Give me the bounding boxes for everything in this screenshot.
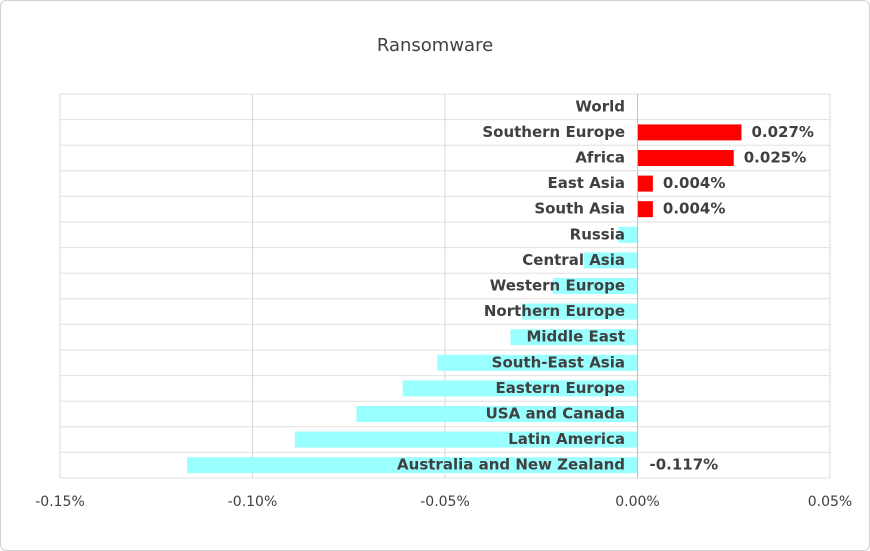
bar bbox=[552, 278, 638, 294]
value-label: 0.004% bbox=[663, 174, 725, 192]
category-label: East Asia bbox=[548, 174, 626, 192]
category-label: World bbox=[575, 97, 625, 115]
x-tick-label: 0.05% bbox=[808, 494, 852, 510]
bar bbox=[402, 380, 638, 397]
bar bbox=[510, 329, 638, 346]
bar bbox=[637, 150, 734, 166]
bar bbox=[187, 457, 638, 474]
category-label: South Asia bbox=[534, 200, 625, 218]
category-label: South-East Asia bbox=[492, 353, 625, 371]
bar bbox=[637, 175, 653, 192]
value-label: -0.117% bbox=[650, 456, 719, 474]
bar bbox=[618, 226, 638, 243]
category-label: Western Europe bbox=[490, 277, 625, 295]
category-label: Central Asia bbox=[522, 251, 625, 269]
chart-title: Ransomware bbox=[377, 35, 493, 56]
category-label: Australia and New Zealand bbox=[397, 456, 625, 474]
x-tick-label: -0.15% bbox=[35, 494, 85, 510]
category-label: Russia bbox=[570, 225, 625, 243]
category-label: Africa bbox=[575, 149, 625, 167]
x-tick-label: -0.05% bbox=[420, 494, 470, 510]
x-tick-label: -0.10% bbox=[228, 494, 278, 510]
bar bbox=[637, 124, 742, 141]
category-label: Middle East bbox=[526, 328, 625, 346]
bar bbox=[437, 354, 638, 371]
bar bbox=[583, 252, 638, 269]
category-label: Latin America bbox=[508, 430, 625, 448]
category-label: USA and Canada bbox=[486, 405, 625, 423]
bar bbox=[294, 431, 638, 448]
bar bbox=[522, 303, 638, 320]
value-label: 0.004% bbox=[663, 200, 725, 218]
category-label: Eastern Europe bbox=[496, 379, 625, 397]
value-label: 0.025% bbox=[744, 149, 806, 167]
category-label: Northern Europe bbox=[484, 302, 625, 320]
bar bbox=[356, 406, 638, 422]
value-label: 0.027% bbox=[751, 123, 813, 141]
category-label: Southern Europe bbox=[482, 123, 625, 141]
x-tick-label: 0.00% bbox=[615, 494, 659, 510]
bar bbox=[637, 201, 653, 218]
